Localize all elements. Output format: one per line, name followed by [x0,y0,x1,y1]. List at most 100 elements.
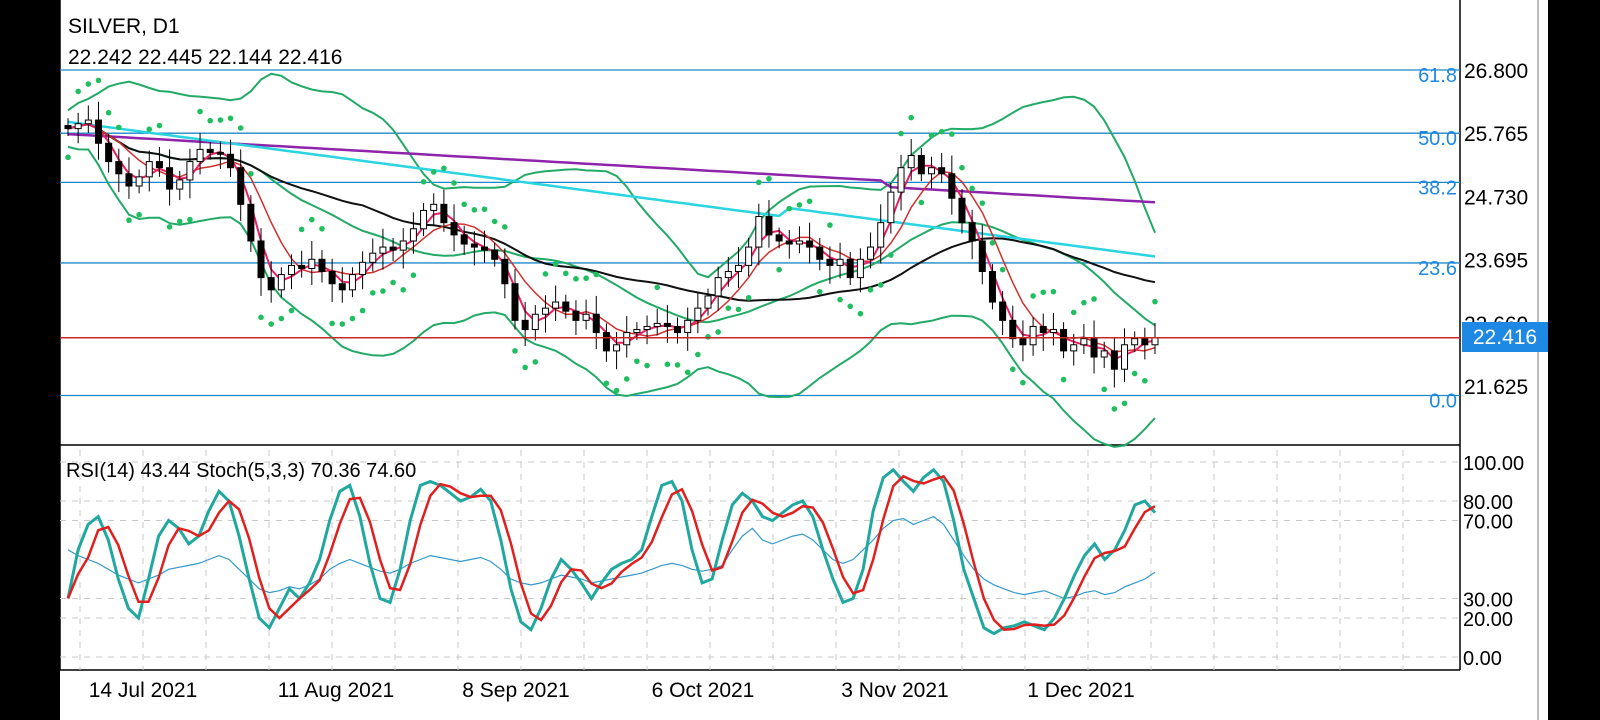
candle-body[interactable] [308,258,316,269]
candle-body[interactable] [420,209,428,230]
candle-body[interactable] [734,264,742,273]
candle-body[interactable] [227,153,235,169]
candle-body[interactable] [795,240,803,245]
candle-body[interactable] [481,246,489,251]
candle-body[interactable] [623,332,631,346]
candle-body[interactable] [145,161,153,178]
candle-body[interactable] [633,329,641,334]
candle-body[interactable] [694,307,702,321]
candle-body[interactable] [999,301,1007,321]
candle-body[interactable] [531,313,539,331]
candle-body[interactable] [541,307,549,315]
candle-body[interactable] [1131,338,1139,346]
candle-body[interactable] [348,274,356,291]
candle-body[interactable] [846,258,854,279]
candle-body[interactable] [887,191,895,224]
candle-body[interactable] [897,167,905,193]
candle-body[interactable] [277,274,285,291]
candle-body[interactable] [674,325,682,334]
candle-body[interactable] [653,322,661,327]
candle-body[interactable] [389,246,397,251]
candle-body[interactable] [501,258,509,285]
candle-body[interactable] [74,123,82,130]
candle-body[interactable] [450,222,458,236]
candle-body[interactable] [765,216,773,236]
candle-body[interactable] [938,167,946,175]
candle-body[interactable] [785,240,793,245]
candle-body[interactable] [247,203,255,242]
candle-body[interactable] [978,240,986,273]
candle-body[interactable] [125,173,133,187]
candle-body[interactable] [775,234,783,242]
candle-body[interactable] [1009,319,1017,340]
candle-body[interactable] [867,246,875,260]
candle-body[interactable] [958,197,966,224]
candle-body[interactable] [948,173,956,199]
candle-body[interactable] [64,125,72,130]
candle-body[interactable] [684,319,692,334]
candle-body[interactable] [409,228,417,242]
candle-body[interactable] [816,246,824,260]
candle-body[interactable] [1141,338,1149,346]
candle-body[interactable] [592,313,600,334]
candle-body[interactable] [826,258,834,266]
candle-body[interactable] [287,264,295,276]
candle-body[interactable] [94,119,102,144]
candle-body[interactable] [856,258,864,279]
candle-body[interactable] [907,154,915,169]
candle-body[interactable] [1039,325,1047,334]
candle-body[interactable] [491,249,499,260]
candle-body[interactable] [1121,344,1129,370]
candle-body[interactable] [318,258,326,273]
candle-body[interactable] [745,246,753,266]
candle-body[interactable] [1060,329,1068,352]
candle-body[interactable] [1151,337,1159,346]
candle-body[interactable] [470,243,478,248]
candle-body[interactable] [602,332,610,352]
candle-body[interactable] [186,161,194,181]
candle-body[interactable] [1100,350,1108,358]
candle-body[interactable] [166,167,174,190]
candle-body[interactable] [714,277,722,297]
candle-body[interactable] [511,283,519,321]
candle-body[interactable] [1019,338,1027,346]
main-price-pane[interactable]: 61.8 50.0 38.2 23.6 0.0 [59,0,1539,720]
candle-body[interactable] [562,301,570,312]
candle-body[interactable] [237,167,245,205]
candle-body[interactable] [988,271,996,303]
candle-body[interactable] [521,319,529,331]
candle-body[interactable] [1029,325,1037,346]
candle-body[interactable] [724,271,732,279]
candle-body[interactable] [917,154,925,175]
candle-body[interactable] [135,176,143,187]
candle-body[interactable] [115,161,123,175]
candle-body[interactable] [704,295,712,309]
candle-body[interactable] [155,161,163,169]
candle-body[interactable] [1110,350,1118,370]
candle-body[interactable] [928,167,936,175]
candle-body[interactable] [572,310,580,321]
candle-body[interactable] [359,261,367,276]
candle-body[interactable] [176,179,184,190]
oscillator-pane[interactable] [60,450,1460,670]
candle-body[interactable] [440,203,448,224]
candle-body[interactable] [379,246,387,254]
candle-body[interactable] [84,119,92,125]
candle-body[interactable] [338,283,346,291]
candle-body[interactable] [836,258,844,266]
candle-body[interactable] [663,322,671,327]
candle-body[interactable] [216,151,224,155]
candle-body[interactable] [1080,338,1088,346]
candle-body[interactable] [267,277,275,291]
candle-body[interactable] [298,264,306,269]
candle-body[interactable] [755,216,763,248]
candle-body[interactable] [328,271,336,285]
candle-body[interactable] [1090,338,1098,358]
candle-body[interactable] [105,142,113,163]
candle-body[interactable] [613,344,621,352]
candle-body[interactable] [582,313,590,321]
candle-body[interactable] [806,240,814,248]
candle-body[interactable] [1070,344,1078,352]
candle-body[interactable] [1049,329,1057,334]
candle-body[interactable] [968,222,976,242]
